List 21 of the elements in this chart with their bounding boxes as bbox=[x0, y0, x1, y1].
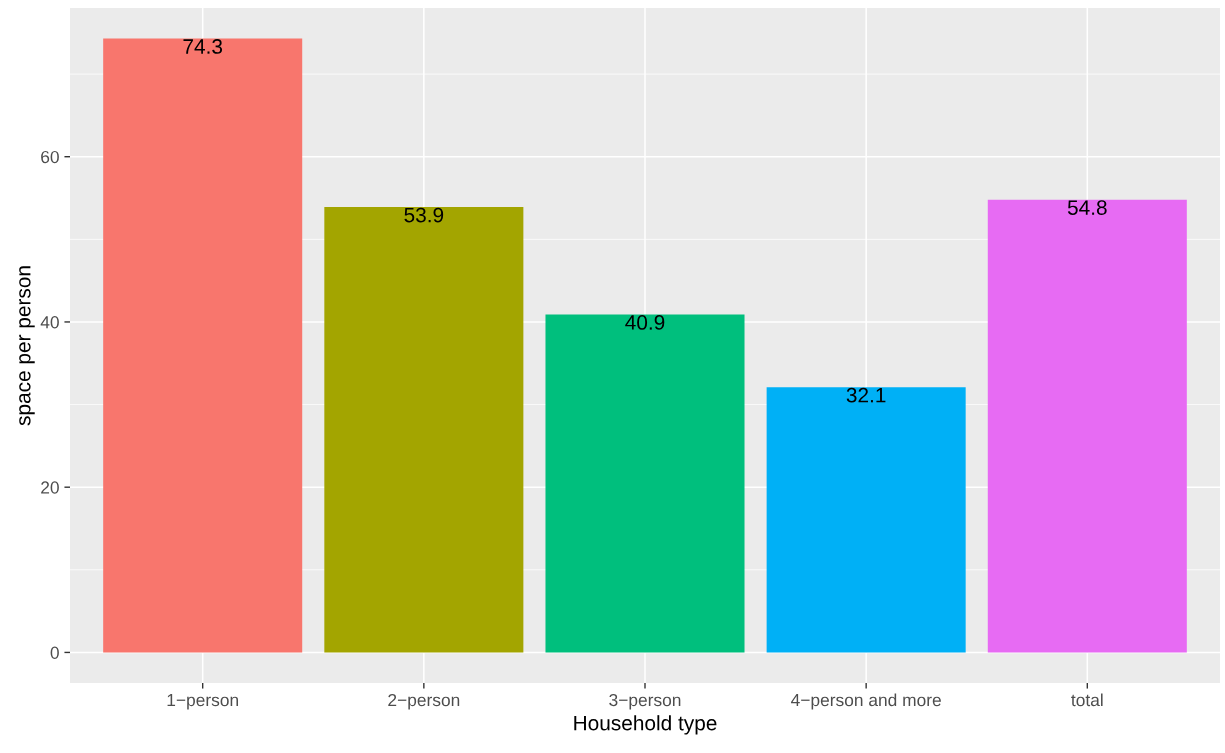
x-tick-label: 2−person bbox=[388, 693, 460, 710]
x-tick-label: 4−person and more bbox=[791, 693, 941, 710]
bar bbox=[103, 38, 303, 653]
y-tick-label: 0 bbox=[50, 646, 59, 659]
bar bbox=[987, 199, 1187, 653]
x-tick-label: 3−person bbox=[609, 693, 681, 710]
y-axis-title: space per person bbox=[19, 266, 35, 426]
data-label: 74.3 bbox=[183, 39, 223, 54]
bar bbox=[545, 314, 745, 653]
bar bbox=[324, 207, 524, 653]
y-tick-label: 60 bbox=[41, 150, 59, 164]
x-axis-title: Household type bbox=[574, 715, 717, 735]
data-label: 32.1 bbox=[846, 387, 886, 403]
data-label: 40.9 bbox=[625, 315, 665, 330]
x-tick-label: total bbox=[1071, 693, 1103, 707]
y-tick-label: 20 bbox=[41, 481, 59, 494]
bar bbox=[766, 387, 966, 653]
y-tick-label: 40 bbox=[40, 316, 59, 329]
x-tick-label: 1−person bbox=[167, 694, 239, 710]
data-label: 54.8 bbox=[1067, 200, 1107, 215]
data-label: 53.9 bbox=[404, 207, 444, 223]
